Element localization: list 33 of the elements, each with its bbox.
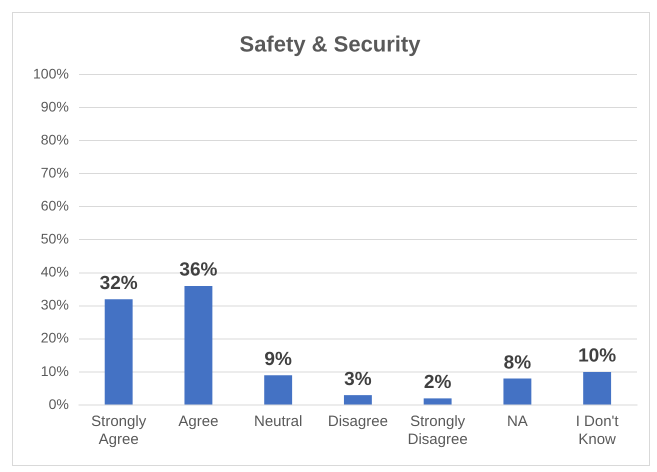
x-tick-label: Agree: [178, 413, 218, 430]
y-tick-label: 50%: [40, 230, 69, 247]
data-label: 32%: [100, 272, 138, 294]
data-label: 2%: [424, 372, 452, 394]
x-tick-label: Strongly Agree: [91, 413, 147, 448]
bar: [503, 378, 532, 404]
data-label: 10%: [578, 346, 616, 367]
bar: [184, 286, 212, 404]
bar: [264, 375, 292, 404]
x-tick-label: Neutral: [254, 413, 302, 430]
y-tick-label: 60%: [40, 198, 69, 214]
y-tick-label: 90%: [40, 98, 69, 114]
chart-title: Safety & Security: [240, 31, 422, 56]
y-tick-label: 80%: [40, 131, 69, 148]
bar: [424, 398, 452, 404]
y-tick-label: 30%: [40, 296, 69, 313]
data-label: 8%: [504, 352, 532, 374]
bar: [104, 299, 133, 404]
bar: [583, 372, 612, 404]
y-tick-label: 20%: [40, 330, 69, 346]
y-tick-label: 70%: [40, 164, 69, 180]
bar: [344, 395, 372, 404]
y-tick-label: 40%: [40, 264, 69, 280]
x-tick-label: Disagree: [328, 413, 388, 430]
x-tick-label: Strongly Disagree: [408, 413, 468, 448]
data-label: 9%: [264, 348, 292, 370]
y-tick-label: 0%: [48, 396, 69, 412]
y-tick-label: 100%: [32, 65, 69, 82]
data-label: 36%: [179, 260, 218, 281]
data-label: 3%: [344, 368, 372, 390]
x-tick-label: NA: [506, 413, 528, 430]
x-tick-label: I Don't Know: [576, 413, 620, 448]
y-tick-label: 10%: [40, 362, 69, 379]
